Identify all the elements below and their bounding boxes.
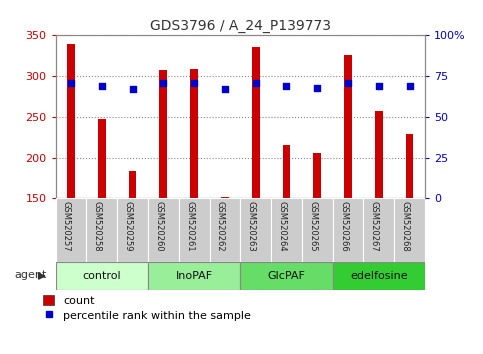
Bar (190, 69, 198, 198)
Bar (394, 198, 425, 262)
Bar (117, 198, 148, 262)
Point (159, 80, 167, 85)
Point (313, 85, 321, 90)
Text: agent: agent (14, 270, 46, 280)
Text: GSM520257: GSM520257 (62, 201, 71, 252)
Bar (210, 198, 240, 262)
Text: GSM520261: GSM520261 (185, 201, 194, 252)
Point (98, 83, 106, 89)
Bar (148, 198, 179, 262)
Bar (98, 119, 106, 198)
Text: GSM520263: GSM520263 (247, 201, 256, 252)
Bar (159, 70, 167, 198)
Bar (406, 134, 413, 198)
Bar (240, 198, 271, 262)
Bar (333, 262, 425, 290)
Point (67, 80, 75, 85)
Text: GSM520266: GSM520266 (339, 201, 348, 252)
Point (406, 83, 413, 89)
Point (190, 80, 198, 85)
Bar (252, 47, 259, 198)
Bar (128, 171, 136, 198)
Text: GlcPAF: GlcPAF (268, 271, 305, 281)
Bar (313, 154, 321, 198)
Point (252, 80, 259, 85)
Bar (240, 262, 333, 290)
Bar (283, 144, 290, 198)
Text: GSM520262: GSM520262 (216, 201, 225, 252)
Point (283, 83, 290, 89)
Text: GSM520267: GSM520267 (370, 201, 379, 252)
Text: GSM520260: GSM520260 (154, 201, 163, 252)
Bar (56, 262, 148, 290)
Bar (364, 198, 394, 262)
Bar (302, 198, 333, 262)
Point (344, 80, 352, 85)
Text: InoPAF: InoPAF (175, 271, 213, 281)
Point (221, 86, 229, 92)
Text: control: control (83, 271, 121, 281)
Bar (344, 55, 352, 198)
Bar (86, 198, 117, 262)
Bar (221, 196, 229, 198)
Bar (67, 44, 75, 198)
Text: GSM520258: GSM520258 (93, 201, 102, 252)
Point (128, 86, 136, 92)
Bar (148, 262, 241, 290)
Legend: count, percentile rank within the sample: count, percentile rank within the sample (39, 290, 256, 325)
Text: GSM520264: GSM520264 (277, 201, 286, 252)
Title: GDS3796 / A_24_P139773: GDS3796 / A_24_P139773 (150, 19, 331, 33)
Text: GSM520265: GSM520265 (308, 201, 317, 252)
Point (375, 83, 383, 89)
Text: GSM520259: GSM520259 (124, 201, 132, 252)
Bar (333, 198, 364, 262)
Bar (271, 198, 302, 262)
Bar (56, 198, 86, 262)
Text: edelfosine: edelfosine (350, 271, 408, 281)
Text: GSM520268: GSM520268 (400, 201, 410, 252)
Bar (179, 198, 210, 262)
Bar (375, 111, 383, 198)
